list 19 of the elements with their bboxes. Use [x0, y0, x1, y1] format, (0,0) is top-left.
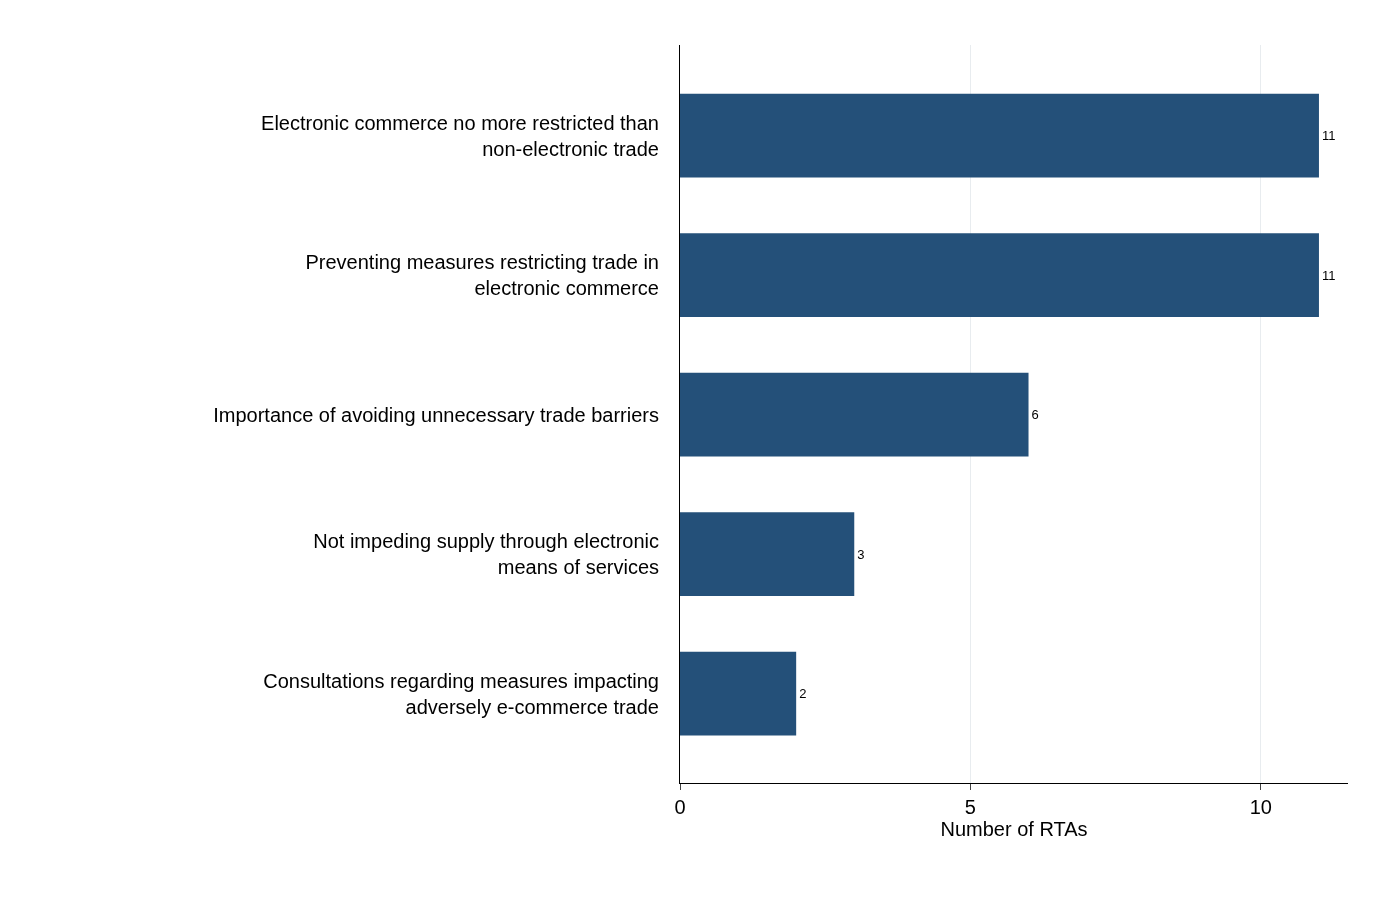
x-tick-label: 10 [1249, 796, 1272, 818]
data-label: 6 [1031, 407, 1039, 423]
x-tick-label: 0 [674, 796, 686, 818]
bar [680, 651, 797, 736]
bar [680, 512, 855, 597]
x-axis-title: Number of RTAs [940, 818, 1088, 840]
data-label: 11 [1321, 267, 1336, 283]
x-tick-label: 5 [964, 796, 976, 818]
bar [680, 372, 1029, 457]
y-tick-label: Consultations regarding measures impacting adversely e-commerce trade [263, 669, 659, 718]
data-label: 11 [1321, 128, 1336, 144]
data-label: 3 [857, 546, 865, 562]
bar [680, 93, 1319, 178]
y-tick-label: Not impeding supply through electronic means of services [313, 530, 659, 579]
y-tick-label: Electronic commerce no more restricted than non-electronic trade [261, 111, 659, 160]
bar [680, 233, 1319, 318]
data-label: 2 [799, 686, 807, 702]
y-tick-label: Preventing measures restricting trade in electronic commerce [305, 251, 659, 300]
y-tick-label: Importance of avoiding unnecessary trade barriers [213, 403, 659, 426]
